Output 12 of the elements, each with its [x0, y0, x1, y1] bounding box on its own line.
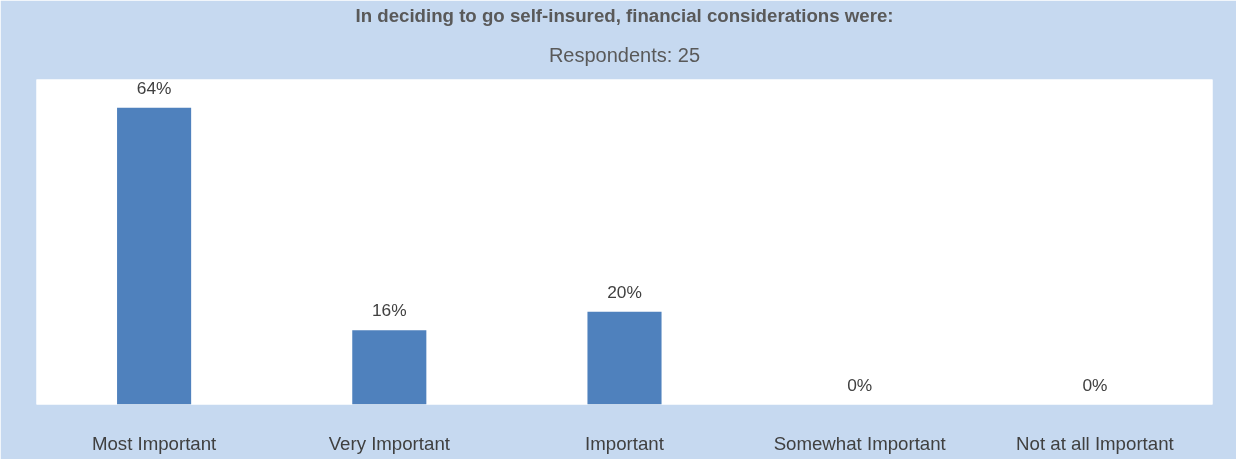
- data-label: 16%: [371, 300, 407, 321]
- chart-subtitle: Respondents: 25: [548, 43, 701, 66]
- data-label: 0%: [847, 374, 873, 395]
- x-tick-label: Very Important: [328, 432, 451, 454]
- x-tick-label: Somewhat Important: [773, 432, 947, 454]
- data-label: 20%: [607, 281, 642, 302]
- chart-title: In deciding to go self-insured, financial considerations were:: [355, 4, 894, 26]
- x-tick-label: Not at all Important: [1016, 432, 1175, 454]
- x-tick-label: Most Important: [91, 432, 218, 454]
- x-tick-label: Important: [585, 432, 665, 454]
- data-label: 0%: [1082, 374, 1108, 395]
- data-label: 64%: [136, 77, 172, 98]
